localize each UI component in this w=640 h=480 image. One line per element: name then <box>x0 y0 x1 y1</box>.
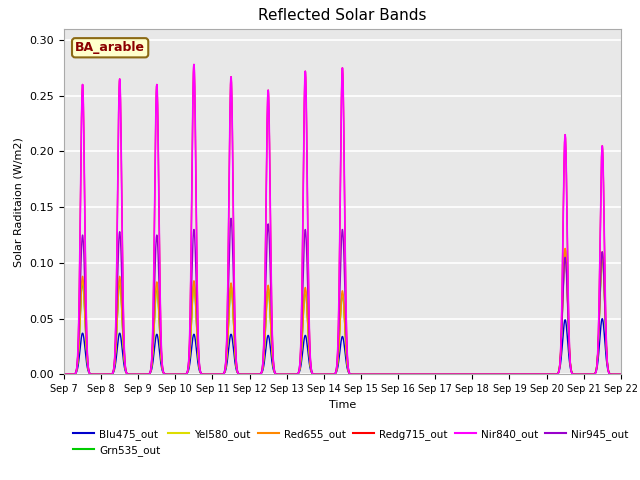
Red655_out <box>60 372 68 377</box>
Grn535_out <box>561 247 569 252</box>
Nir840_out <box>183 370 191 376</box>
Grn535_out <box>183 370 191 376</box>
Blu475_out <box>383 372 391 377</box>
Yel580_out <box>561 246 569 252</box>
Line: Grn535_out: Grn535_out <box>64 250 640 374</box>
Nir945_out <box>554 371 561 377</box>
Nir945_out <box>60 372 68 377</box>
Grn535_out <box>524 372 532 377</box>
Nir840_out <box>383 372 391 377</box>
Redg715_out <box>60 372 68 377</box>
Red655_out <box>554 371 561 377</box>
Blu475_out <box>598 316 606 322</box>
Nir945_out <box>569 371 577 377</box>
Yel580_out <box>183 370 191 376</box>
Redg715_out <box>419 372 426 377</box>
Blu475_out <box>569 371 577 377</box>
Redg715_out <box>569 371 577 377</box>
Line: Red655_out: Red655_out <box>64 249 640 374</box>
Red655_out <box>561 246 569 252</box>
Nir840_out <box>415 372 423 377</box>
Nir840_out <box>190 61 198 67</box>
Blu475_out <box>436 372 444 377</box>
Grn535_out <box>554 371 561 377</box>
Nir945_out <box>415 372 423 377</box>
Red655_out <box>183 370 191 376</box>
Yel580_out <box>554 371 561 377</box>
Line: Nir945_out: Nir945_out <box>64 218 640 374</box>
Blu475_out <box>415 372 423 377</box>
Yel580_out <box>524 372 532 377</box>
Grn535_out <box>415 372 423 377</box>
Redg715_out <box>383 372 391 377</box>
Nir840_out <box>525 372 532 377</box>
Yel580_out <box>60 372 68 377</box>
Redg715_out <box>525 372 532 377</box>
Blu475_out <box>554 371 561 377</box>
Line: Yel580_out: Yel580_out <box>64 249 640 374</box>
Red655_out <box>430 372 438 377</box>
Red655_out <box>524 372 532 377</box>
Redg715_out <box>183 370 191 376</box>
X-axis label: Time: Time <box>329 400 356 409</box>
Blu475_out <box>183 371 191 376</box>
Nir945_out <box>430 372 438 377</box>
Yel580_out <box>569 371 577 377</box>
Nir840_out <box>569 371 577 377</box>
Redg715_out <box>554 371 561 377</box>
Redg715_out <box>415 372 423 377</box>
Redg715_out <box>190 61 198 67</box>
Legend: Blu475_out, Grn535_out, Yel580_out, Red655_out, Redg715_out, Nir840_out, Nir945_: Blu475_out, Grn535_out, Yel580_out, Red6… <box>69 424 633 460</box>
Red655_out <box>383 372 391 377</box>
Grn535_out <box>569 371 577 377</box>
Grn535_out <box>383 372 391 377</box>
Grn535_out <box>430 372 438 377</box>
Blu475_out <box>524 372 532 377</box>
Nir840_out <box>554 371 561 377</box>
Nir945_out <box>227 216 235 221</box>
Yel580_out <box>383 372 391 377</box>
Yel580_out <box>430 372 438 377</box>
Nir840_out <box>419 372 426 377</box>
Blu475_out <box>60 372 68 377</box>
Text: BA_arable: BA_arable <box>75 41 145 54</box>
Nir840_out <box>60 372 68 377</box>
Red655_out <box>569 371 577 377</box>
Nir945_out <box>525 372 532 377</box>
Red655_out <box>415 372 423 377</box>
Line: Nir840_out: Nir840_out <box>64 64 640 374</box>
Line: Redg715_out: Redg715_out <box>64 64 640 374</box>
Title: Reflected Solar Bands: Reflected Solar Bands <box>258 9 427 24</box>
Nir945_out <box>383 372 391 377</box>
Y-axis label: Solar Raditaion (W/m2): Solar Raditaion (W/m2) <box>14 137 24 266</box>
Nir945_out <box>183 369 191 375</box>
Yel580_out <box>415 372 423 377</box>
Line: Blu475_out: Blu475_out <box>64 319 640 374</box>
Grn535_out <box>60 372 68 377</box>
